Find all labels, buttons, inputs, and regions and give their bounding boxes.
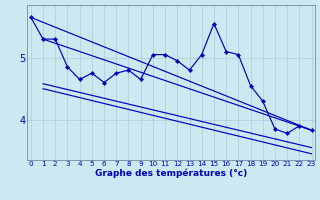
X-axis label: Graphe des températures (°c): Graphe des températures (°c) xyxy=(95,169,247,178)
